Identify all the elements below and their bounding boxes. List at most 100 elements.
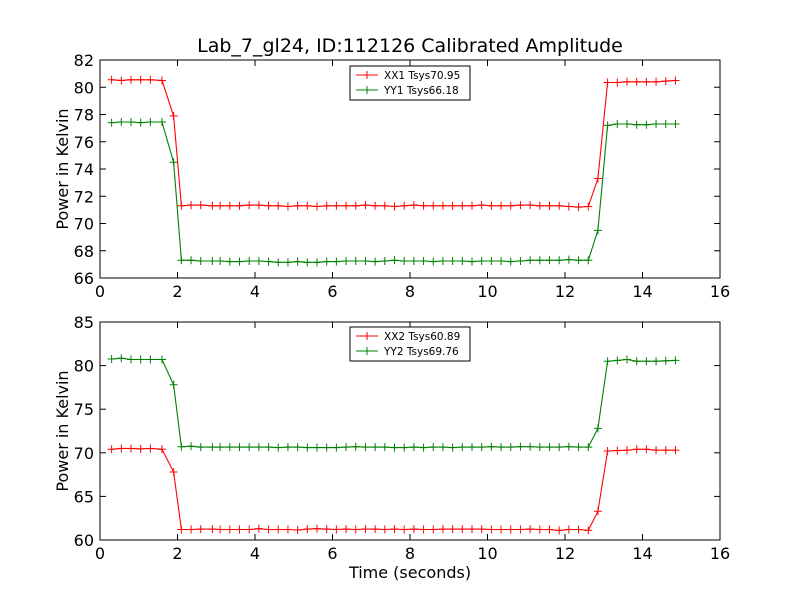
data-point	[303, 443, 312, 452]
data-point	[506, 525, 515, 534]
legend-label: XX2 Tsys60.89	[384, 331, 460, 343]
data-point	[497, 201, 506, 210]
data-point	[390, 202, 399, 211]
y-tick-label: 80	[74, 78, 94, 97]
data-point	[177, 525, 186, 534]
data-point	[613, 78, 622, 87]
data-point	[264, 201, 273, 210]
x-tick-label: 14	[632, 544, 652, 563]
data-point	[661, 446, 670, 455]
data-point	[254, 524, 263, 533]
data-point	[632, 120, 641, 129]
data-point	[117, 76, 126, 85]
data-point	[603, 447, 612, 456]
data-point	[593, 174, 602, 183]
data-point	[497, 256, 506, 265]
data-point	[564, 442, 573, 451]
data-point	[216, 443, 225, 452]
data-point	[400, 443, 409, 452]
x-tick-label: 4	[250, 544, 260, 563]
data-point	[535, 525, 544, 534]
data-point	[361, 201, 370, 210]
data-point	[477, 201, 486, 210]
legend-marker	[363, 347, 371, 355]
data-point	[671, 446, 680, 455]
data-point	[303, 201, 312, 210]
data-point	[169, 380, 178, 389]
legend-label: YY1 Tsys66.18	[383, 85, 459, 97]
data-point	[409, 256, 418, 265]
data-point	[506, 257, 515, 266]
data-point	[169, 158, 178, 167]
data-point	[274, 201, 283, 210]
data-point	[245, 201, 254, 210]
data-point	[235, 525, 244, 534]
data-point	[117, 354, 126, 363]
data-point	[564, 202, 573, 211]
data-point	[380, 201, 389, 210]
data-point	[196, 201, 205, 210]
data-point	[107, 118, 116, 127]
data-point	[136, 118, 145, 127]
data-point	[652, 446, 661, 455]
data-point	[158, 76, 166, 85]
data-point	[555, 526, 564, 535]
data-point	[177, 256, 186, 265]
data-point	[146, 117, 155, 126]
data-point	[516, 525, 525, 534]
data-point	[117, 444, 126, 453]
data-point	[390, 256, 399, 265]
data-point	[438, 443, 447, 452]
x-tick-label: 0	[95, 282, 105, 301]
x-tick-label: 12	[555, 282, 575, 301]
data-point	[351, 525, 360, 534]
data-point	[438, 256, 447, 265]
data-point	[107, 445, 116, 454]
x-tick-label: 10	[477, 544, 497, 563]
data-point	[516, 442, 525, 451]
data-point	[516, 256, 525, 265]
y-tick-label: 70	[74, 444, 94, 463]
data-point	[409, 525, 418, 534]
data-point	[535, 443, 544, 452]
data-point	[127, 117, 135, 126]
data-point	[468, 257, 476, 266]
data-point	[177, 201, 186, 210]
data-point	[361, 256, 370, 265]
data-point	[642, 445, 651, 454]
x-tick-label: 8	[405, 544, 415, 563]
x-tick-label: 4	[250, 282, 260, 301]
data-point	[516, 201, 525, 210]
data-point	[371, 443, 380, 452]
data-point	[380, 443, 389, 452]
data-point	[419, 525, 428, 534]
data-point	[313, 202, 321, 211]
data-point	[458, 525, 467, 534]
data-point	[235, 443, 244, 452]
data-point	[187, 442, 196, 451]
data-point	[555, 201, 564, 210]
data-point	[225, 201, 234, 210]
data-point	[613, 446, 622, 455]
data-point	[351, 442, 360, 451]
data-point	[671, 76, 680, 85]
data-point	[208, 443, 217, 452]
data-point	[313, 258, 321, 267]
x-tick-label: 16	[710, 282, 730, 301]
data-point	[409, 201, 418, 210]
data-point	[264, 525, 273, 534]
data-point	[254, 443, 263, 452]
data-point	[671, 356, 680, 365]
data-point	[623, 77, 631, 86]
data-point	[623, 446, 631, 455]
data-point	[632, 445, 641, 454]
data-point	[526, 442, 535, 451]
data-point	[361, 443, 370, 452]
data-point	[438, 201, 447, 210]
data-point	[264, 257, 273, 266]
legend-marker	[363, 71, 371, 79]
y-tick-label: 75	[74, 400, 94, 419]
data-point	[283, 202, 292, 211]
data-point	[623, 120, 631, 129]
